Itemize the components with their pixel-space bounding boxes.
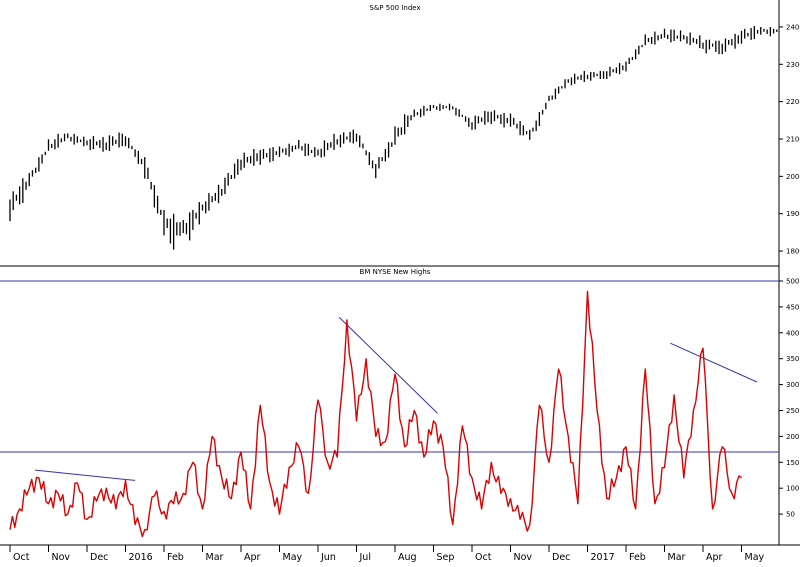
y-tick-label: 2100 [786, 136, 800, 144]
x-tick-label: 2017 [591, 552, 615, 563]
x-tick-label: 2016 [129, 552, 153, 563]
new-highs-y-axis: 50 100 150 200 250 300 350 400 450 500 [779, 278, 799, 519]
sp500-y-axis: 1800 1900 2000 2100 2200 2300 2400 [779, 23, 800, 256]
y-tick-label: 200 [786, 433, 799, 441]
y-tick-label: 50 [786, 511, 795, 519]
y-tick-label: 350 [786, 355, 799, 363]
y-tick-label: 150 [786, 459, 799, 467]
x-tick-label: Jun [320, 552, 336, 563]
x-tick-label: Oct [13, 552, 30, 563]
y-tick-label: 2200 [786, 98, 800, 106]
x-tick-label: Dec [552, 552, 570, 563]
x-tick-label: Mar [668, 552, 686, 563]
y-tick-label: 400 [786, 329, 799, 337]
y-tick-label: 250 [786, 407, 799, 415]
y-tick-label: 2300 [786, 61, 800, 69]
x-tick-label: Aug [398, 552, 417, 563]
y-tick-label: 1900 [786, 210, 800, 218]
sp500-ohlc-bars [9, 26, 778, 250]
y-tick-label: 2400 [786, 23, 800, 31]
x-tick-label: Mar [206, 552, 224, 563]
x-tick-label: May [745, 552, 765, 563]
new-highs-panel: BM NYSE New Highs 50 100 150 200 250 300 350 40… [0, 268, 799, 538]
y-tick-label: 1800 [786, 248, 800, 256]
trend-line [34, 469, 136, 481]
x-axis: Oct Nov Dec 2016 Feb Mar Apr May Jun Jul Aug Sep Oct… [0, 544, 800, 563]
x-tick-label: Nov [52, 552, 71, 563]
x-tick-label: Jul [359, 552, 371, 563]
chart-title-sp500: S&P 500 Index [369, 4, 420, 12]
y-tick-label: 2000 [786, 173, 800, 181]
chart-title-new-highs: BM NYSE New Highs [360, 268, 431, 276]
x-tick-label: Sep [437, 552, 455, 563]
x-tick-label: Nov [514, 552, 533, 563]
x-tick-label: Dec [90, 552, 108, 563]
new-highs-line [9, 290, 742, 538]
trend-line [338, 316, 438, 414]
reference-lines [0, 280, 779, 453]
x-tick-label: Apr [244, 552, 261, 563]
sp500-panel: S&P 500 Index 1800 1900 2000 2100 2200 2300 24… [0, 0, 800, 545]
x-tick-label: Apr [706, 552, 723, 563]
x-tick-label: Oct [475, 552, 492, 563]
y-tick-label: 100 [786, 485, 799, 493]
y-tick-label: 500 [786, 278, 799, 286]
y-tick-label: 450 [786, 303, 799, 311]
x-tick-label: Feb [629, 552, 646, 563]
trend-line [670, 342, 758, 383]
trend-lines [34, 316, 758, 481]
x-tick-label: Feb [167, 552, 184, 563]
x-tick-label: May [283, 552, 303, 563]
y-tick-label: 300 [786, 381, 799, 389]
